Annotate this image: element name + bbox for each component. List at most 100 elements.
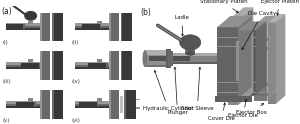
Bar <box>170 53 217 56</box>
Text: (b): (b) <box>141 8 152 17</box>
Bar <box>6 24 25 29</box>
Bar <box>21 63 40 68</box>
Polygon shape <box>238 7 253 105</box>
Bar <box>40 51 42 80</box>
Bar <box>28 21 33 24</box>
Ellipse shape <box>180 35 201 50</box>
Bar <box>217 92 278 95</box>
Bar <box>40 51 50 80</box>
Bar <box>185 49 195 54</box>
Bar <box>23 24 25 29</box>
Bar <box>109 90 111 119</box>
Bar <box>6 23 42 26</box>
Bar <box>254 25 267 101</box>
Polygon shape <box>229 7 253 20</box>
Bar <box>121 13 122 41</box>
Bar <box>145 50 169 55</box>
Bar <box>97 102 98 107</box>
Bar <box>40 13 42 41</box>
Bar <box>52 90 63 119</box>
Ellipse shape <box>142 50 147 67</box>
Polygon shape <box>256 22 266 95</box>
Bar <box>52 13 54 41</box>
Text: (iv): (iv) <box>72 79 81 84</box>
Text: (i): (i) <box>3 40 9 45</box>
Bar <box>109 51 119 80</box>
Bar <box>215 96 252 102</box>
Bar <box>121 13 132 41</box>
Bar <box>28 98 33 102</box>
Bar <box>6 67 42 69</box>
Bar <box>217 82 278 86</box>
Text: (ii): (ii) <box>72 40 79 45</box>
Bar <box>121 51 132 80</box>
Polygon shape <box>254 16 279 25</box>
Bar <box>124 90 136 119</box>
Bar <box>75 101 111 104</box>
Bar <box>79 102 98 107</box>
Bar <box>121 51 122 80</box>
Text: (v): (v) <box>3 118 10 123</box>
Bar <box>166 49 171 68</box>
Bar <box>6 23 42 30</box>
Bar <box>6 62 42 69</box>
Bar <box>39 63 40 68</box>
Text: (iii): (iii) <box>3 79 12 84</box>
Bar <box>6 106 42 108</box>
Text: Ladle: Ladle <box>175 15 190 36</box>
Bar <box>34 102 36 107</box>
Bar <box>75 23 111 26</box>
Bar <box>75 23 111 30</box>
Bar <box>120 96 123 113</box>
Bar <box>82 24 101 29</box>
Bar <box>170 62 217 64</box>
Bar <box>40 90 42 119</box>
Bar <box>97 21 102 24</box>
Bar <box>238 30 256 95</box>
Bar <box>169 51 173 66</box>
Polygon shape <box>217 16 252 27</box>
Bar <box>217 37 278 41</box>
Text: Stationary Platen: Stationary Platen <box>200 0 248 13</box>
Bar <box>145 64 169 67</box>
Bar <box>268 22 276 104</box>
Bar <box>40 13 50 41</box>
Bar <box>6 62 42 65</box>
Bar <box>145 50 169 67</box>
Bar <box>6 28 42 30</box>
Bar <box>88 63 107 68</box>
Text: (vi): (vi) <box>72 118 81 123</box>
Polygon shape <box>268 14 285 22</box>
Text: Cover Die: Cover Die <box>208 103 236 121</box>
Bar <box>109 13 119 41</box>
Text: Hydraulic Cylinder: Hydraulic Cylinder <box>143 70 194 111</box>
Bar <box>16 102 36 107</box>
Bar <box>136 107 140 109</box>
Bar <box>149 56 190 61</box>
Bar <box>217 27 238 98</box>
Polygon shape <box>276 14 285 104</box>
Bar <box>52 51 63 80</box>
Text: Shot Sleeve: Shot Sleeve <box>181 67 214 111</box>
Bar <box>109 90 119 119</box>
Bar <box>52 90 54 119</box>
Bar <box>136 99 140 100</box>
Text: (a): (a) <box>1 7 12 16</box>
Bar <box>40 90 50 119</box>
Bar <box>97 60 102 63</box>
Bar <box>217 92 278 93</box>
Bar <box>75 67 111 69</box>
Bar <box>217 46 278 47</box>
Bar <box>217 82 278 83</box>
Bar <box>52 13 63 41</box>
Text: Ejector Box: Ejector Box <box>236 103 267 115</box>
Ellipse shape <box>25 12 36 20</box>
Bar <box>124 90 126 119</box>
Bar <box>100 24 101 29</box>
Ellipse shape <box>167 50 171 67</box>
Bar <box>6 101 42 108</box>
Text: Plunger: Plunger <box>167 67 188 115</box>
Bar <box>106 63 107 68</box>
Polygon shape <box>238 16 252 98</box>
Text: Die Cavity: Die Cavity <box>242 11 276 50</box>
